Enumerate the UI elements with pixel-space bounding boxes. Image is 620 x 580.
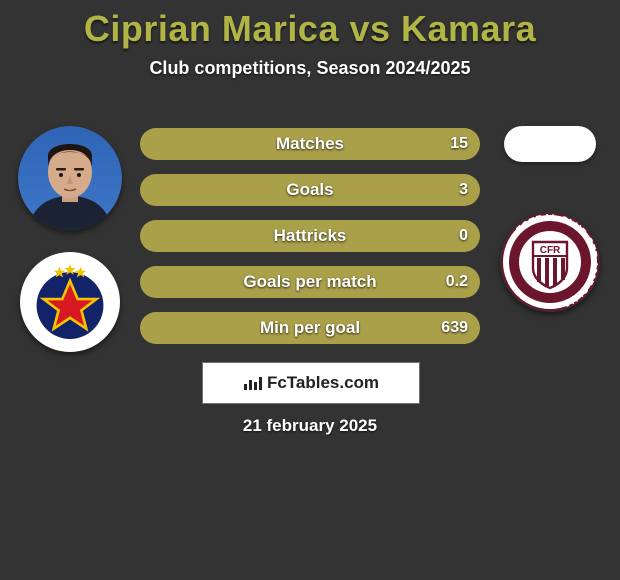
- brand-box: FcTables.com: [202, 362, 420, 404]
- bar-label: Min per goal: [140, 312, 480, 344]
- bar-label: Hattricks: [140, 220, 480, 252]
- bar-value: 15: [450, 128, 468, 160]
- left-column: [10, 126, 130, 352]
- bar-value: 0: [459, 220, 468, 252]
- page-subtitle: Club competitions, Season 2024/2025: [0, 58, 620, 79]
- player2-placeholder: [504, 126, 596, 162]
- bar-mpg: Min per goal 639: [140, 312, 480, 344]
- club2-badge: FOTBAL CLUB CFR 1907 CLUJ CFR: [500, 212, 600, 312]
- page-title: Ciprian Marica vs Kamara: [0, 8, 620, 50]
- brand-text: FcTables.com: [267, 373, 379, 393]
- bar-label: Goals per match: [140, 266, 480, 298]
- bar-matches: Matches 15: [140, 128, 480, 160]
- stats-bars: Matches 15 Goals 3 Hattricks 0 Goals per…: [140, 128, 480, 358]
- cfr-badge-icon: FOTBAL CLUB CFR 1907 CLUJ CFR: [500, 212, 600, 312]
- root: Ciprian Marica vs Kamara Club competitio…: [0, 8, 620, 580]
- svg-text:CFR: CFR: [540, 245, 561, 256]
- bar-label: Matches: [140, 128, 480, 160]
- date-text: 21 february 2025: [0, 416, 620, 436]
- bar-gpm: Goals per match 0.2: [140, 266, 480, 298]
- bar-value: 639: [441, 312, 468, 344]
- bar-label: Goals: [140, 174, 480, 206]
- brand-bars-icon: [243, 375, 263, 391]
- player1-photo: [18, 126, 122, 230]
- bar-goals: Goals 3: [140, 174, 480, 206]
- right-column: FOTBAL CLUB CFR 1907 CLUJ CFR: [490, 126, 610, 312]
- bar-hattricks: Hattricks 0: [140, 220, 480, 252]
- bar-value: 0.2: [446, 266, 468, 298]
- fcsb-badge-icon: [26, 258, 114, 346]
- player1-avatar-icon: [18, 126, 122, 230]
- club1-badge: [20, 252, 120, 352]
- bar-value: 3: [459, 174, 468, 206]
